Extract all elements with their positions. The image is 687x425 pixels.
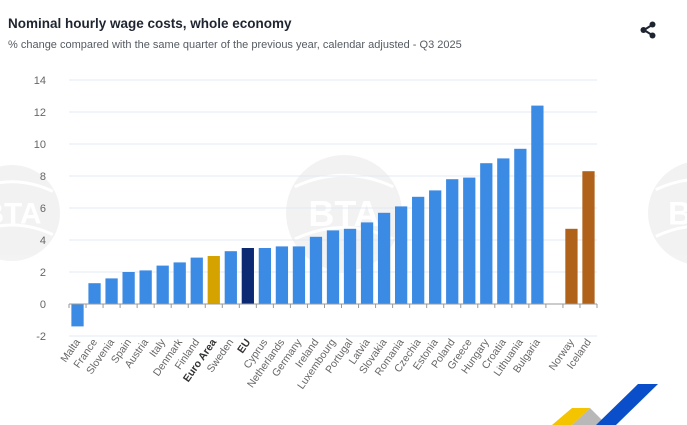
y-tick-label: 0 (40, 299, 46, 311)
x-axis-labels: MaltaFranceSloveniaSpainAustriaItalyDenm… (58, 336, 594, 391)
bar-czechia[interactable] (412, 196, 425, 304)
bar-sweden[interactable] (224, 251, 237, 304)
y-tick-label: -2 (36, 331, 46, 343)
bar-portugal[interactable] (343, 228, 357, 304)
bar-spain[interactable] (122, 272, 135, 304)
bar-cyprus[interactable] (258, 248, 272, 304)
bar-malta[interactable] (71, 304, 84, 327)
share-button[interactable] (638, 20, 658, 40)
bar-netherlands[interactable] (275, 246, 289, 304)
watermark: BTA (0, 165, 60, 261)
bar-ireland[interactable] (309, 236, 323, 304)
y-tick-label: 14 (34, 75, 46, 87)
bar-denmark[interactable] (173, 262, 186, 304)
bar-austria[interactable] (139, 270, 152, 304)
bar-germany[interactable] (292, 246, 306, 304)
bar-italy[interactable] (156, 265, 169, 304)
bar-latvia[interactable] (360, 222, 374, 304)
chart-subtitle: % change compared with the same quarter … (8, 39, 462, 51)
y-axis-ticks: -2 0 2 4 6 8 10 12 14 (34, 75, 46, 343)
watermark-text: BTA (668, 195, 687, 231)
bar-slovenia[interactable] (105, 278, 118, 304)
bar-croatia[interactable] (497, 158, 510, 304)
watermark: BTA (648, 162, 687, 264)
bar-slovakia[interactable] (377, 212, 391, 304)
y-tick-label: 10 (34, 139, 46, 151)
y-tick-label: 8 (40, 171, 46, 183)
bar-luxembourg[interactable] (326, 230, 340, 304)
bars (71, 105, 595, 327)
chart-title: Nominal hourly wage costs, whole economy (8, 16, 292, 31)
share-icon (640, 21, 656, 39)
bar-euro-area[interactable] (207, 256, 220, 304)
bar-romania[interactable] (394, 206, 408, 304)
bar-lithuania[interactable] (514, 148, 527, 304)
bar-iceland[interactable] (582, 171, 595, 304)
watermark-text: BTA (0, 198, 41, 231)
y-tick-label: 2 (40, 267, 46, 279)
y-tick-label: 12 (34, 107, 46, 119)
bar-hungary[interactable] (480, 163, 493, 304)
bar-eu[interactable] (241, 248, 254, 304)
bar-greece[interactable] (463, 177, 476, 304)
y-tick-label: 6 (40, 203, 46, 215)
bar-poland[interactable] (446, 179, 459, 304)
x-axis (68, 303, 598, 308)
bar-france[interactable] (88, 283, 101, 304)
bta-logo-icon (552, 384, 658, 425)
bar-finland[interactable] (190, 257, 203, 304)
bar-estonia[interactable] (429, 190, 442, 304)
bar-bulgaria[interactable] (531, 105, 544, 304)
y-tick-label: 4 (40, 235, 46, 247)
bar-norway[interactable] (565, 228, 578, 304)
